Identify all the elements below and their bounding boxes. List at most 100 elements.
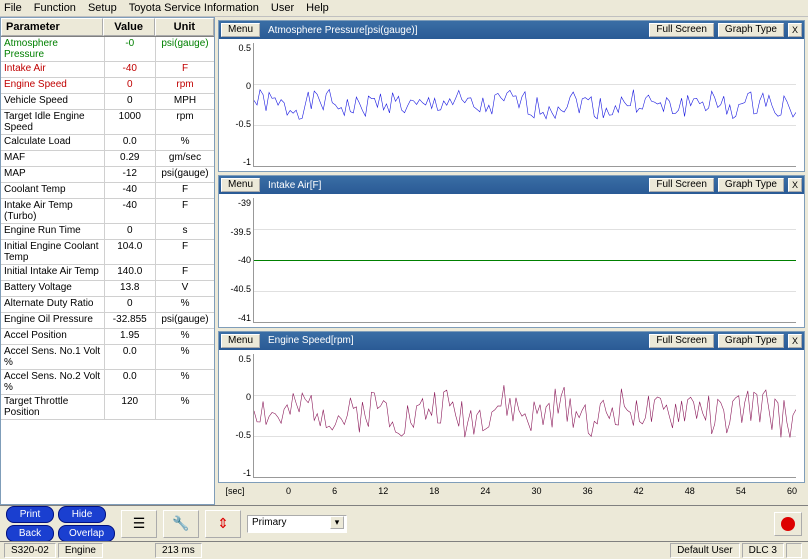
wrench-icon: 🔧 [172, 515, 189, 532]
chart-fullscreen-button[interactable]: Full Screen [649, 178, 714, 192]
back-button[interactable]: Back [6, 525, 54, 542]
menu-setup[interactable]: Setup [88, 2, 117, 14]
param-value: 0.0 [105, 345, 157, 369]
param-unit: % [156, 345, 214, 369]
chart-close-button[interactable]: X [788, 334, 802, 348]
table-row[interactable]: Accel Sens. No.1 Volt %0.0% [1, 345, 214, 370]
chart-close-button[interactable]: X [788, 178, 802, 192]
menu-toyota-service-information[interactable]: Toyota Service Information [129, 2, 259, 14]
table-row[interactable]: Battery Voltage13.8V [1, 281, 214, 297]
plot-area [253, 198, 796, 322]
param-name: Engine Speed [1, 78, 105, 93]
x-tick: 12 [378, 486, 388, 502]
param-unit: F [156, 199, 214, 223]
menu-help[interactable]: Help [306, 2, 329, 14]
table-row[interactable]: Engine Speed0rpm [1, 78, 214, 94]
table-row[interactable]: Accel Position1.95% [1, 329, 214, 345]
param-value: 1000 [105, 110, 157, 134]
table-row[interactable]: Alternate Duty Ratio0% [1, 297, 214, 313]
overlap-button[interactable]: Overlap [58, 525, 115, 542]
param-unit: psi(gauge) [156, 167, 214, 182]
chart-1: MenuIntake Air[F]Full ScreenGraph TypeX-… [218, 175, 805, 327]
param-name: Alternate Duty Ratio [1, 297, 105, 312]
table-row[interactable]: Calculate Load0.0% [1, 135, 214, 151]
header-value[interactable]: Value [103, 18, 155, 36]
chart-menu-button[interactable]: Menu [221, 23, 260, 37]
x-tick: 60 [787, 486, 797, 502]
table-row[interactable]: MAP-12psi(gauge) [1, 167, 214, 183]
param-name: Accel Sens. No.2 Volt % [1, 370, 105, 394]
param-name: Accel Sens. No.1 Volt % [1, 345, 105, 369]
param-value: -40 [105, 62, 157, 77]
main-area: Parameter Value Unit Atmosphere Pressure… [0, 17, 808, 505]
table-header: Parameter Value Unit [1, 18, 214, 37]
param-name: Engine Run Time [1, 224, 105, 239]
param-name: Target Idle Engine Speed [1, 110, 105, 134]
menu-file[interactable]: File [4, 2, 22, 14]
param-name: Intake Air Temp (Turbo) [1, 199, 105, 223]
list-icon: ☰ [133, 515, 146, 532]
chart-fullscreen-button[interactable]: Full Screen [649, 334, 714, 348]
status-model: S320-02 [4, 543, 56, 558]
table-row[interactable]: Target Idle Engine Speed1000rpm [1, 110, 214, 135]
param-unit: F [156, 265, 214, 280]
param-value: 13.8 [105, 281, 157, 296]
table-row[interactable]: Accel Sens. No.2 Volt %0.0% [1, 370, 214, 395]
expand-button[interactable]: ⇕ [205, 510, 241, 538]
table-row[interactable]: Engine Run Time0s [1, 224, 214, 240]
param-value: 0.0 [105, 370, 157, 394]
chart-title: Intake Air[F] [264, 180, 645, 191]
chart-title: Engine Speed[rpm] [264, 335, 645, 346]
param-unit: psi(gauge) [156, 37, 214, 61]
chart-fullscreen-button[interactable]: Full Screen [649, 23, 714, 37]
param-value: 0 [105, 224, 157, 239]
menubar: File Function Setup Toyota Service Informat… [0, 0, 808, 17]
expand-icon: ⇕ [217, 515, 229, 532]
param-unit: rpm [156, 110, 214, 134]
y-axis: 0.50-0.5-1 [219, 39, 253, 171]
param-unit: s [156, 224, 214, 239]
hide-button[interactable]: Hide [58, 506, 106, 523]
x-tick: 54 [736, 486, 746, 502]
chart-type-button[interactable]: Graph Type [718, 178, 784, 192]
plot-area [253, 43, 796, 167]
param-name: Initial Intake Air Temp [1, 265, 105, 280]
table-row[interactable]: MAF0.29gm/sec [1, 151, 214, 167]
menu-function[interactable]: Function [34, 2, 76, 14]
chart-menu-button[interactable]: Menu [221, 178, 260, 192]
chart-title: Atmosphere Pressure[psi(gauge)] [264, 25, 645, 36]
table-row[interactable]: Initial Intake Air Temp140.0F [1, 265, 214, 281]
record-button[interactable] [774, 512, 802, 536]
menu-user[interactable]: User [271, 2, 294, 14]
table-row[interactable]: Intake Air Temp (Turbo)-40F [1, 199, 214, 224]
print-button[interactable]: Print [6, 506, 54, 523]
param-unit: % [156, 395, 214, 419]
table-row[interactable]: Vehicle Speed0MPH [1, 94, 214, 110]
table-row[interactable]: Coolant Temp-40F [1, 183, 214, 199]
chart-type-button[interactable]: Graph Type [718, 334, 784, 348]
table-row[interactable]: Intake Air-40F [1, 62, 214, 78]
header-parameter[interactable]: Parameter [1, 18, 103, 36]
param-unit: rpm [156, 78, 214, 93]
chart-menu-button[interactable]: Menu [221, 334, 260, 348]
plot-area [253, 354, 796, 478]
param-name: Target Throttle Position [1, 395, 105, 419]
chart-type-button[interactable]: Graph Type [718, 23, 784, 37]
param-value: 0 [105, 78, 157, 93]
table-row[interactable]: Engine Oil Pressure-32.855psi(gauge) [1, 313, 214, 329]
param-unit: F [156, 240, 214, 264]
status-latency: 213 ms [155, 543, 202, 558]
param-value: 0.0 [105, 135, 157, 150]
table-row[interactable]: Atmosphere Pressure-0psi(gauge) [1, 37, 214, 62]
header-unit[interactable]: Unit [155, 18, 214, 36]
x-tick: 36 [583, 486, 593, 502]
param-value: -40 [105, 183, 157, 198]
table-row[interactable]: Initial Engine Coolant Temp104.0F [1, 240, 214, 265]
status-bar: S320-02 Engine 213 ms Default User DLC 3 [0, 541, 808, 559]
chart-close-button[interactable]: X [788, 23, 802, 37]
view-dropdown[interactable]: Primary [247, 515, 347, 533]
list-view-button[interactable]: ☰ [121, 510, 157, 538]
tool-button-2[interactable]: 🔧 [163, 510, 199, 538]
table-row[interactable]: Target Throttle Position120% [1, 395, 214, 420]
toolbar: PrintHideBackOverlap ☰ 🔧 ⇕ Primary [0, 505, 808, 541]
